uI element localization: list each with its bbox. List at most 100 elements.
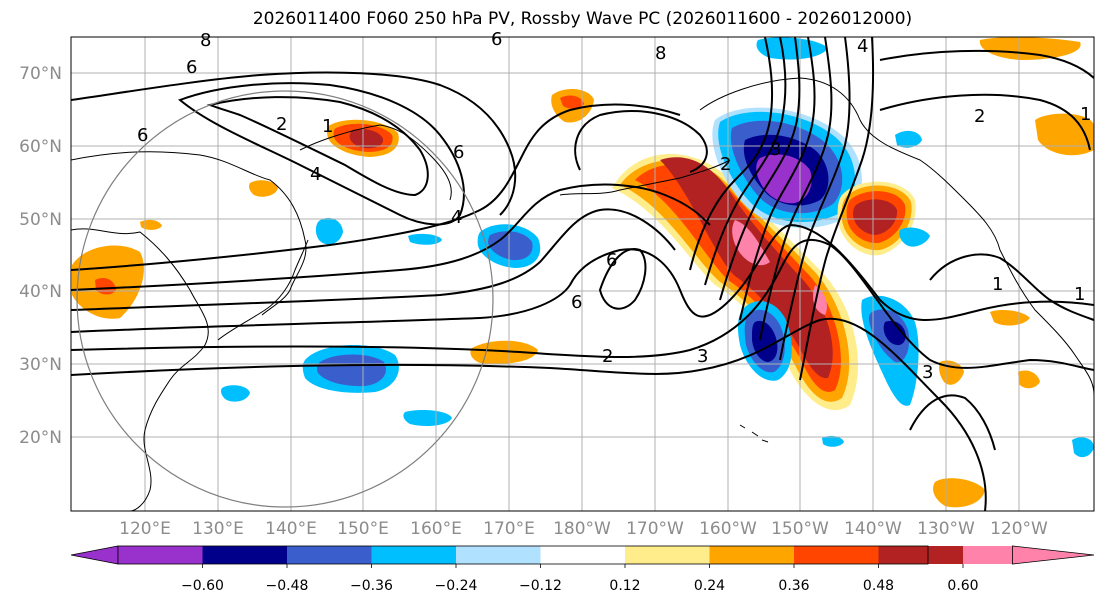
colorbar-tick-label: −0.12 <box>519 578 562 594</box>
contour-value-label: 8 <box>655 43 666 64</box>
contour-value-label: 1 <box>992 274 1003 295</box>
negative-anomaly <box>895 130 922 148</box>
contour-value-label: 4 <box>451 207 462 228</box>
contour-value-label: 6 <box>571 292 582 313</box>
pv-contour <box>71 238 1094 371</box>
positive-anomaly <box>249 180 278 197</box>
negative-anomaly <box>408 233 442 245</box>
colorbar-tick-labels: −0.60 −0.48 −0.36 −0.24 −0.12 0.12 0.24 0.36 0.4… <box>181 564 979 594</box>
colorbar-bin <box>202 546 287 564</box>
longitude-tick-label: 120°E <box>119 519 171 539</box>
negative-anomaly <box>1072 437 1094 458</box>
latitude-labels: 70°N 60°N 50°N 40°N 30°N 20°N <box>19 64 62 448</box>
colorbar <box>70 545 1095 565</box>
colorbar-extend-high <box>1012 545 1095 565</box>
positive-anomaly <box>349 129 384 149</box>
colorbar-tick-label: 0.48 <box>863 578 894 594</box>
pv-contour <box>879 49 1094 79</box>
contour-value-label: 4 <box>310 164 321 185</box>
negative-anomaly <box>822 435 844 447</box>
contour-value-label: 4 <box>857 36 868 57</box>
contour-value-label: 2 <box>276 114 287 135</box>
contour-value-label: 6 <box>453 142 464 163</box>
contour-value-label: 2 <box>974 106 985 127</box>
pv-contour <box>879 93 1091 151</box>
hawaii-islands <box>739 424 769 443</box>
pv-contour <box>598 248 647 310</box>
colorbar-tick-label: −0.60 <box>181 578 224 594</box>
longitude-tick-label: 120°W <box>990 519 1048 539</box>
negative-anomaly <box>403 410 452 426</box>
colorbar-tick-label: 0.24 <box>694 578 725 594</box>
latitude-tick-label: 70°N <box>19 64 62 84</box>
longitude-labels: 120°E 130°E 140°E 150°E 160°E 170°E 180°W 170°W… <box>119 519 1048 539</box>
negative-anomaly <box>221 385 250 402</box>
pv-contour <box>71 103 681 271</box>
colorbar-extend-low <box>70 545 119 565</box>
pv-contour <box>759 37 833 341</box>
colorbar-bin <box>371 546 456 564</box>
colorbar-tick-label: −0.36 <box>350 578 393 594</box>
contour-value-label: 6 <box>186 57 197 78</box>
longitude-tick-label: 140°E <box>265 519 317 539</box>
latitude-tick-label: 60°N <box>19 137 62 157</box>
colorbar-bin <box>287 546 372 564</box>
pv-contour <box>719 37 801 301</box>
map-title: 2026011400 F060 250 hPa PV, Rossby Wave … <box>252 9 913 29</box>
range-circle <box>76 90 494 508</box>
longitude-tick-label: 150°E <box>337 519 389 539</box>
contour-value-label: 6 <box>491 29 502 50</box>
colorbar-bin <box>709 546 794 564</box>
negative-anomaly <box>488 231 533 261</box>
longitude-tick-label: 160°E <box>410 519 462 539</box>
pv-contour <box>704 37 787 286</box>
north-america-coastline <box>999 249 1094 396</box>
positive-anomaly <box>979 37 1081 60</box>
contour-value-label: 3 <box>922 362 933 383</box>
contour-value-label: 2 <box>602 346 613 367</box>
contour-value-label: 3 <box>770 139 781 160</box>
colorbar-bin <box>540 546 625 564</box>
negative-anomaly <box>316 354 386 387</box>
contour-value-label: 6 <box>606 250 617 271</box>
pv-contour <box>909 394 996 451</box>
map-frame <box>70 36 1095 512</box>
contour-value-label: 8 <box>200 30 211 51</box>
colorbar-bin <box>794 546 879 564</box>
positive-anomaly-band <box>660 157 833 379</box>
kamchatka-coastline <box>299 124 452 201</box>
contour-value-label: 1 <box>1074 284 1085 305</box>
pv-contours <box>71 37 1094 511</box>
positive-anomaly <box>560 95 584 109</box>
contour-value-label: 1 <box>322 116 333 137</box>
longitude-tick-label: 130°W <box>917 519 975 539</box>
latitude-tick-label: 20°N <box>19 428 62 448</box>
contour-value-label: 1 <box>1080 104 1091 125</box>
colorbar-bin <box>878 546 963 564</box>
pv-contour <box>71 71 517 216</box>
asia-coastline <box>71 228 209 511</box>
map-gridlines <box>71 37 1094 511</box>
longitude-tick-label: 140°W <box>844 519 902 539</box>
positive-anomaly-core <box>813 285 827 315</box>
pv-contour <box>739 37 816 321</box>
pv-contour <box>574 110 708 173</box>
positive-anomaly <box>853 199 898 235</box>
longitude-tick-label: 160°W <box>699 519 757 539</box>
colorbar-bin <box>118 546 203 564</box>
longitude-tick-label: 170°E <box>483 519 535 539</box>
positive-anomaly <box>140 219 162 230</box>
contour-value-label: 2 <box>720 154 731 175</box>
pv-contour <box>206 96 429 197</box>
pv-contour <box>71 223 1094 333</box>
colorbar-tick-label: 0.60 <box>947 578 978 594</box>
contour-value-label: 3 <box>697 346 708 367</box>
latitude-tick-label: 30°N <box>19 355 62 375</box>
colorbar-outline <box>117 545 929 565</box>
positive-anomaly <box>95 278 116 295</box>
pv-contour <box>71 183 711 291</box>
longitude-tick-label: 170°W <box>626 519 684 539</box>
longitude-tick-label: 130°E <box>192 519 244 539</box>
aleutian-islands <box>559 159 731 196</box>
